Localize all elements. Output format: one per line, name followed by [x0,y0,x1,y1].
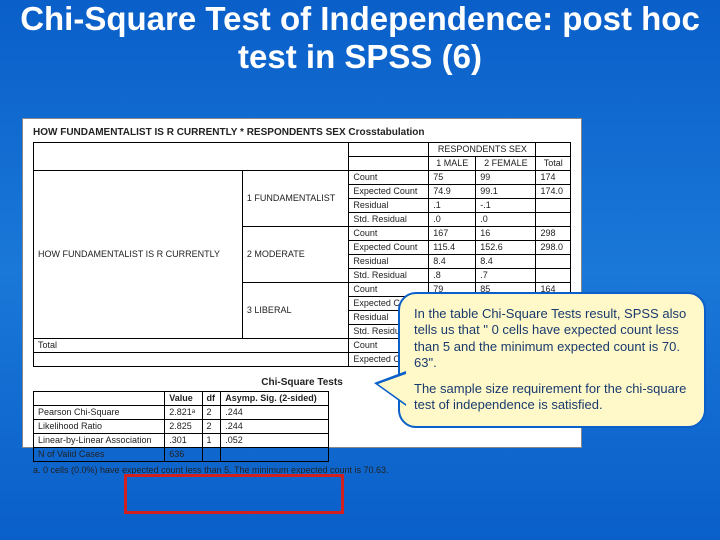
callout-text-2: The sample size requirement for the chi-… [414,381,690,414]
callout-tail-icon [378,374,406,404]
page-title: Chi-Square Test of Independence: post ho… [0,0,720,76]
chisq-table: ValuedfAsymp. Sig. (2-sided) Pearson Chi… [33,391,329,462]
callout-text-1: In the table Chi-Square Tests result, SP… [414,306,690,371]
highlight-box [124,474,344,514]
crosstab-title: HOW FUNDAMENTALIST IS R CURRENTLY * RESP… [33,127,571,138]
explanation-callout: In the table Chi-Square Tests result, SP… [398,292,706,428]
